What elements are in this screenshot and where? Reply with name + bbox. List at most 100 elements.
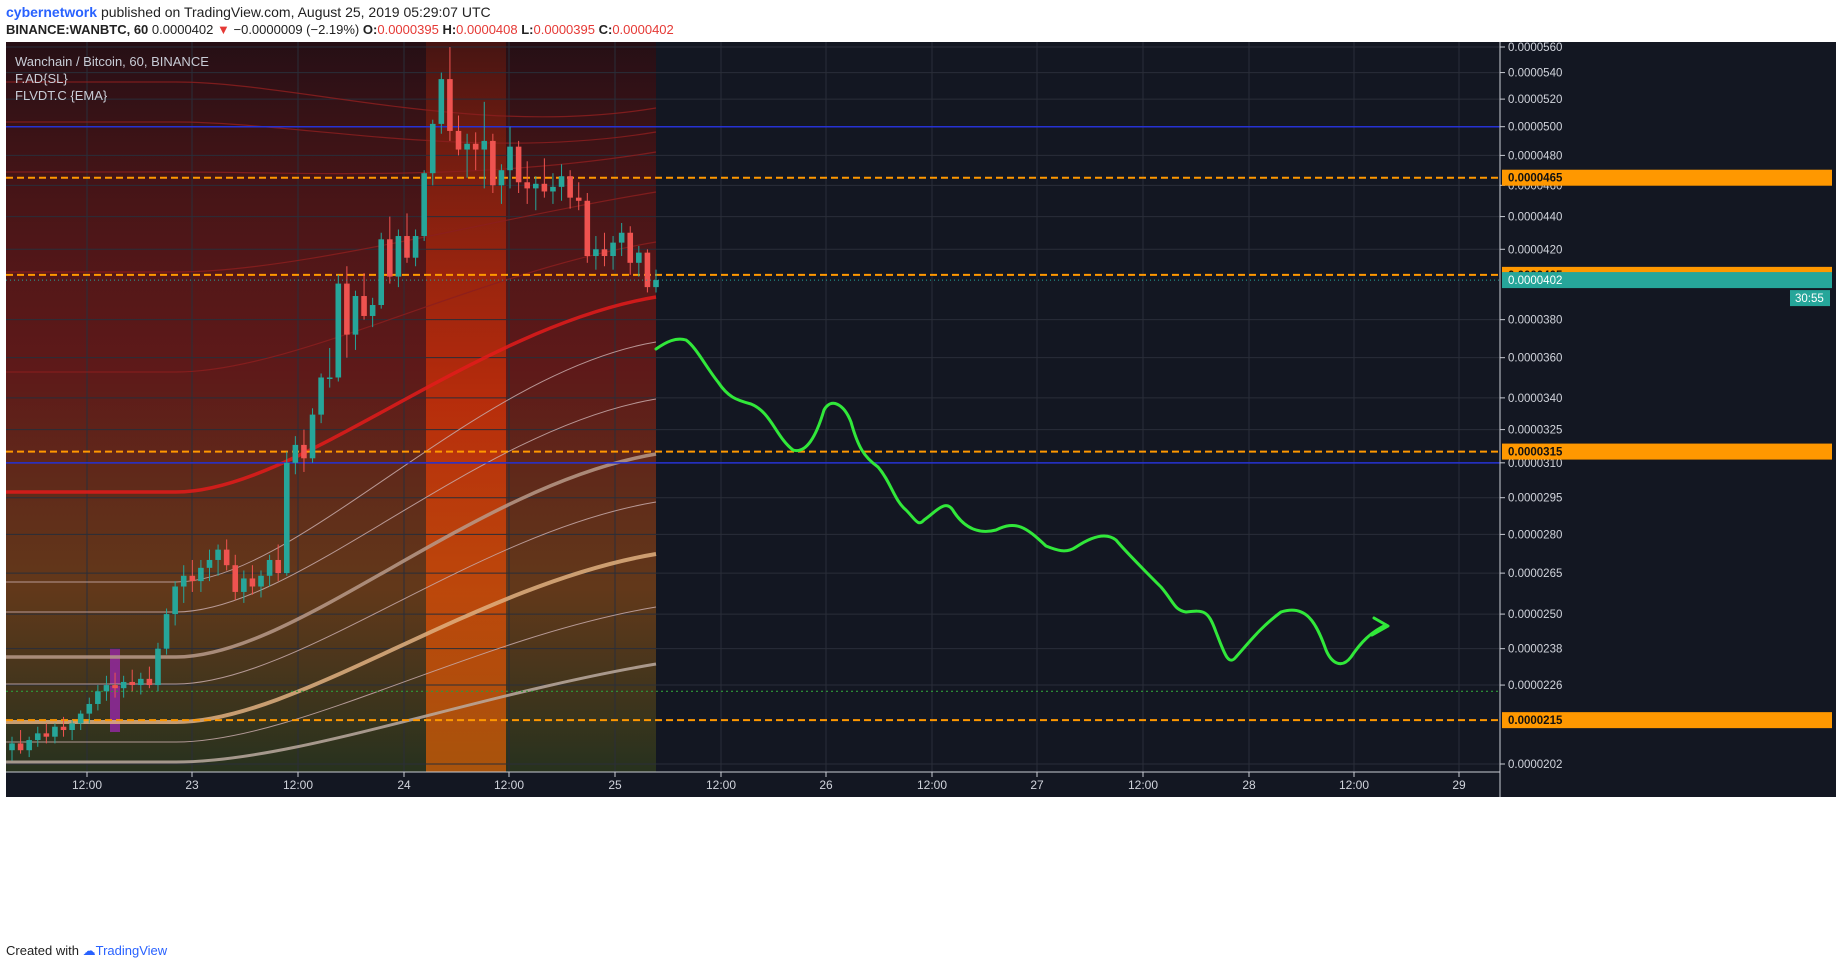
- candle-body[interactable]: [404, 236, 410, 258]
- candle-body[interactable]: [283, 462, 290, 574]
- forecast-arrow-icon: [1370, 616, 1390, 637]
- candle-body[interactable]: [498, 170, 505, 186]
- close-label: C:: [598, 22, 613, 37]
- candle-body[interactable]: [593, 249, 599, 257]
- candle-body[interactable]: [77, 713, 84, 724]
- candle-body[interactable]: [601, 249, 608, 257]
- candle-body[interactable]: [438, 79, 445, 124]
- candle-body[interactable]: [189, 575, 196, 582]
- candle-body[interactable]: [232, 565, 239, 592]
- candle-body[interactable]: [112, 685, 118, 689]
- candle-body[interactable]: [567, 176, 573, 198]
- candle-body[interactable]: [653, 280, 659, 288]
- candle-body[interactable]: [344, 283, 350, 335]
- candle-body[interactable]: [387, 239, 393, 277]
- candle-body[interactable]: [17, 743, 24, 751]
- candle-body[interactable]: [249, 578, 256, 587]
- candle-body[interactable]: [26, 740, 32, 751]
- candle-body[interactable]: [34, 733, 41, 741]
- candle-body[interactable]: [318, 377, 324, 415]
- candle-body[interactable]: [515, 146, 522, 183]
- candle-body[interactable]: [292, 444, 299, 463]
- time-tick-label: 24: [397, 778, 411, 792]
- candle-body[interactable]: [558, 176, 565, 187]
- candle-body[interactable]: [9, 743, 15, 751]
- candle-body[interactable]: [95, 691, 101, 704]
- candle-body[interactable]: [129, 681, 136, 686]
- price-tick-label: 0.0000560: [1508, 42, 1562, 54]
- candle-body[interactable]: [421, 173, 427, 237]
- candle-body[interactable]: [301, 444, 307, 459]
- candle-body[interactable]: [335, 283, 342, 378]
- candle-body[interactable]: [636, 252, 642, 263]
- candle-body[interactable]: [395, 236, 402, 277]
- candle-body[interactable]: [541, 183, 548, 192]
- candle-body[interactable]: [180, 575, 187, 587]
- candle-body[interactable]: [241, 578, 247, 592]
- price-tick-label: 0.0000265: [1508, 568, 1562, 580]
- candle-body[interactable]: [447, 79, 453, 131]
- candle-body[interactable]: [550, 186, 556, 192]
- candle-body[interactable]: [138, 678, 144, 686]
- level-price-tag[interactable]: [1502, 443, 1832, 460]
- candle-body[interactable]: [490, 140, 496, 186]
- down-arrow-icon: ▼: [217, 22, 230, 37]
- candle-body[interactable]: [146, 678, 153, 686]
- candle-body[interactable]: [464, 143, 470, 150]
- candle-body[interactable]: [309, 414, 316, 459]
- candle-body[interactable]: [429, 123, 436, 174]
- candle-body[interactable]: [378, 239, 385, 306]
- tradingview-brand[interactable]: TradingView: [95, 943, 168, 958]
- price-chart[interactable]: 0.0000560 0.0000540 0.0000520 0.0000500 0.00…: [6, 42, 1836, 942]
- candle-body[interactable]: [266, 559, 273, 576]
- tradingview-logo-icon[interactable]: ☁: [82, 943, 96, 958]
- candle-body[interactable]: [326, 377, 333, 379]
- forecast-path[interactable]: [654, 337, 1388, 666]
- author-link[interactable]: cybernetwork: [6, 4, 98, 20]
- high-label: H:: [442, 22, 457, 37]
- candle-body[interactable]: [258, 575, 264, 587]
- candle-body[interactable]: [275, 559, 281, 574]
- current-price-label: 0.0000402: [1508, 275, 1562, 287]
- candle-body[interactable]: [524, 182, 530, 189]
- candle-body[interactable]: [155, 648, 161, 686]
- level-price-tag[interactable]: [1502, 169, 1832, 186]
- candle-body[interactable]: [69, 723, 75, 731]
- price-tick-label: 0.0000360: [1508, 353, 1562, 365]
- candle-body[interactable]: [120, 681, 127, 689]
- candle-body[interactable]: [361, 296, 367, 316]
- level-price-tag[interactable]: [1502, 712, 1832, 729]
- candle-body[interactable]: [472, 143, 479, 150]
- candle-body[interactable]: [627, 232, 634, 263]
- candle-body[interactable]: [412, 236, 419, 258]
- price-tick-label: 0.0000295: [1508, 493, 1562, 505]
- indicator-band-6: [6, 295, 657, 494]
- candle-body[interactable]: [610, 242, 616, 257]
- candle-body[interactable]: [60, 726, 67, 731]
- candle-body[interactable]: [507, 146, 513, 171]
- candle-body[interactable]: [198, 567, 204, 582]
- candle-body[interactable]: [43, 733, 50, 737]
- candle-body[interactable]: [352, 296, 359, 335]
- price-tick-label: 0.0000340: [1508, 393, 1562, 405]
- candle-body[interactable]: [369, 305, 376, 316]
- indicator-band-2: [6, 121, 657, 144]
- candle-body[interactable]: [172, 586, 178, 615]
- candle-body[interactable]: [86, 703, 93, 714]
- price-axis-background: [1500, 42, 1836, 797]
- candle-body[interactable]: [532, 183, 539, 189]
- candle-body[interactable]: [215, 549, 221, 560]
- candle-body[interactable]: [163, 614, 170, 649]
- candle-body[interactable]: [644, 252, 651, 288]
- candle-body[interactable]: [618, 232, 625, 243]
- candle-body[interactable]: [481, 140, 488, 150]
- candle-body[interactable]: [584, 200, 591, 257]
- candle-body[interactable]: [575, 197, 582, 201]
- candle-body[interactable]: [206, 559, 213, 568]
- candle-body[interactable]: [103, 685, 110, 692]
- candle-body[interactable]: [52, 726, 58, 737]
- high-value: 0.0000408: [456, 22, 518, 37]
- candle-body[interactable]: [455, 130, 462, 150]
- time-tick-label: 12:00: [283, 778, 313, 792]
- candle-body[interactable]: [223, 549, 230, 566]
